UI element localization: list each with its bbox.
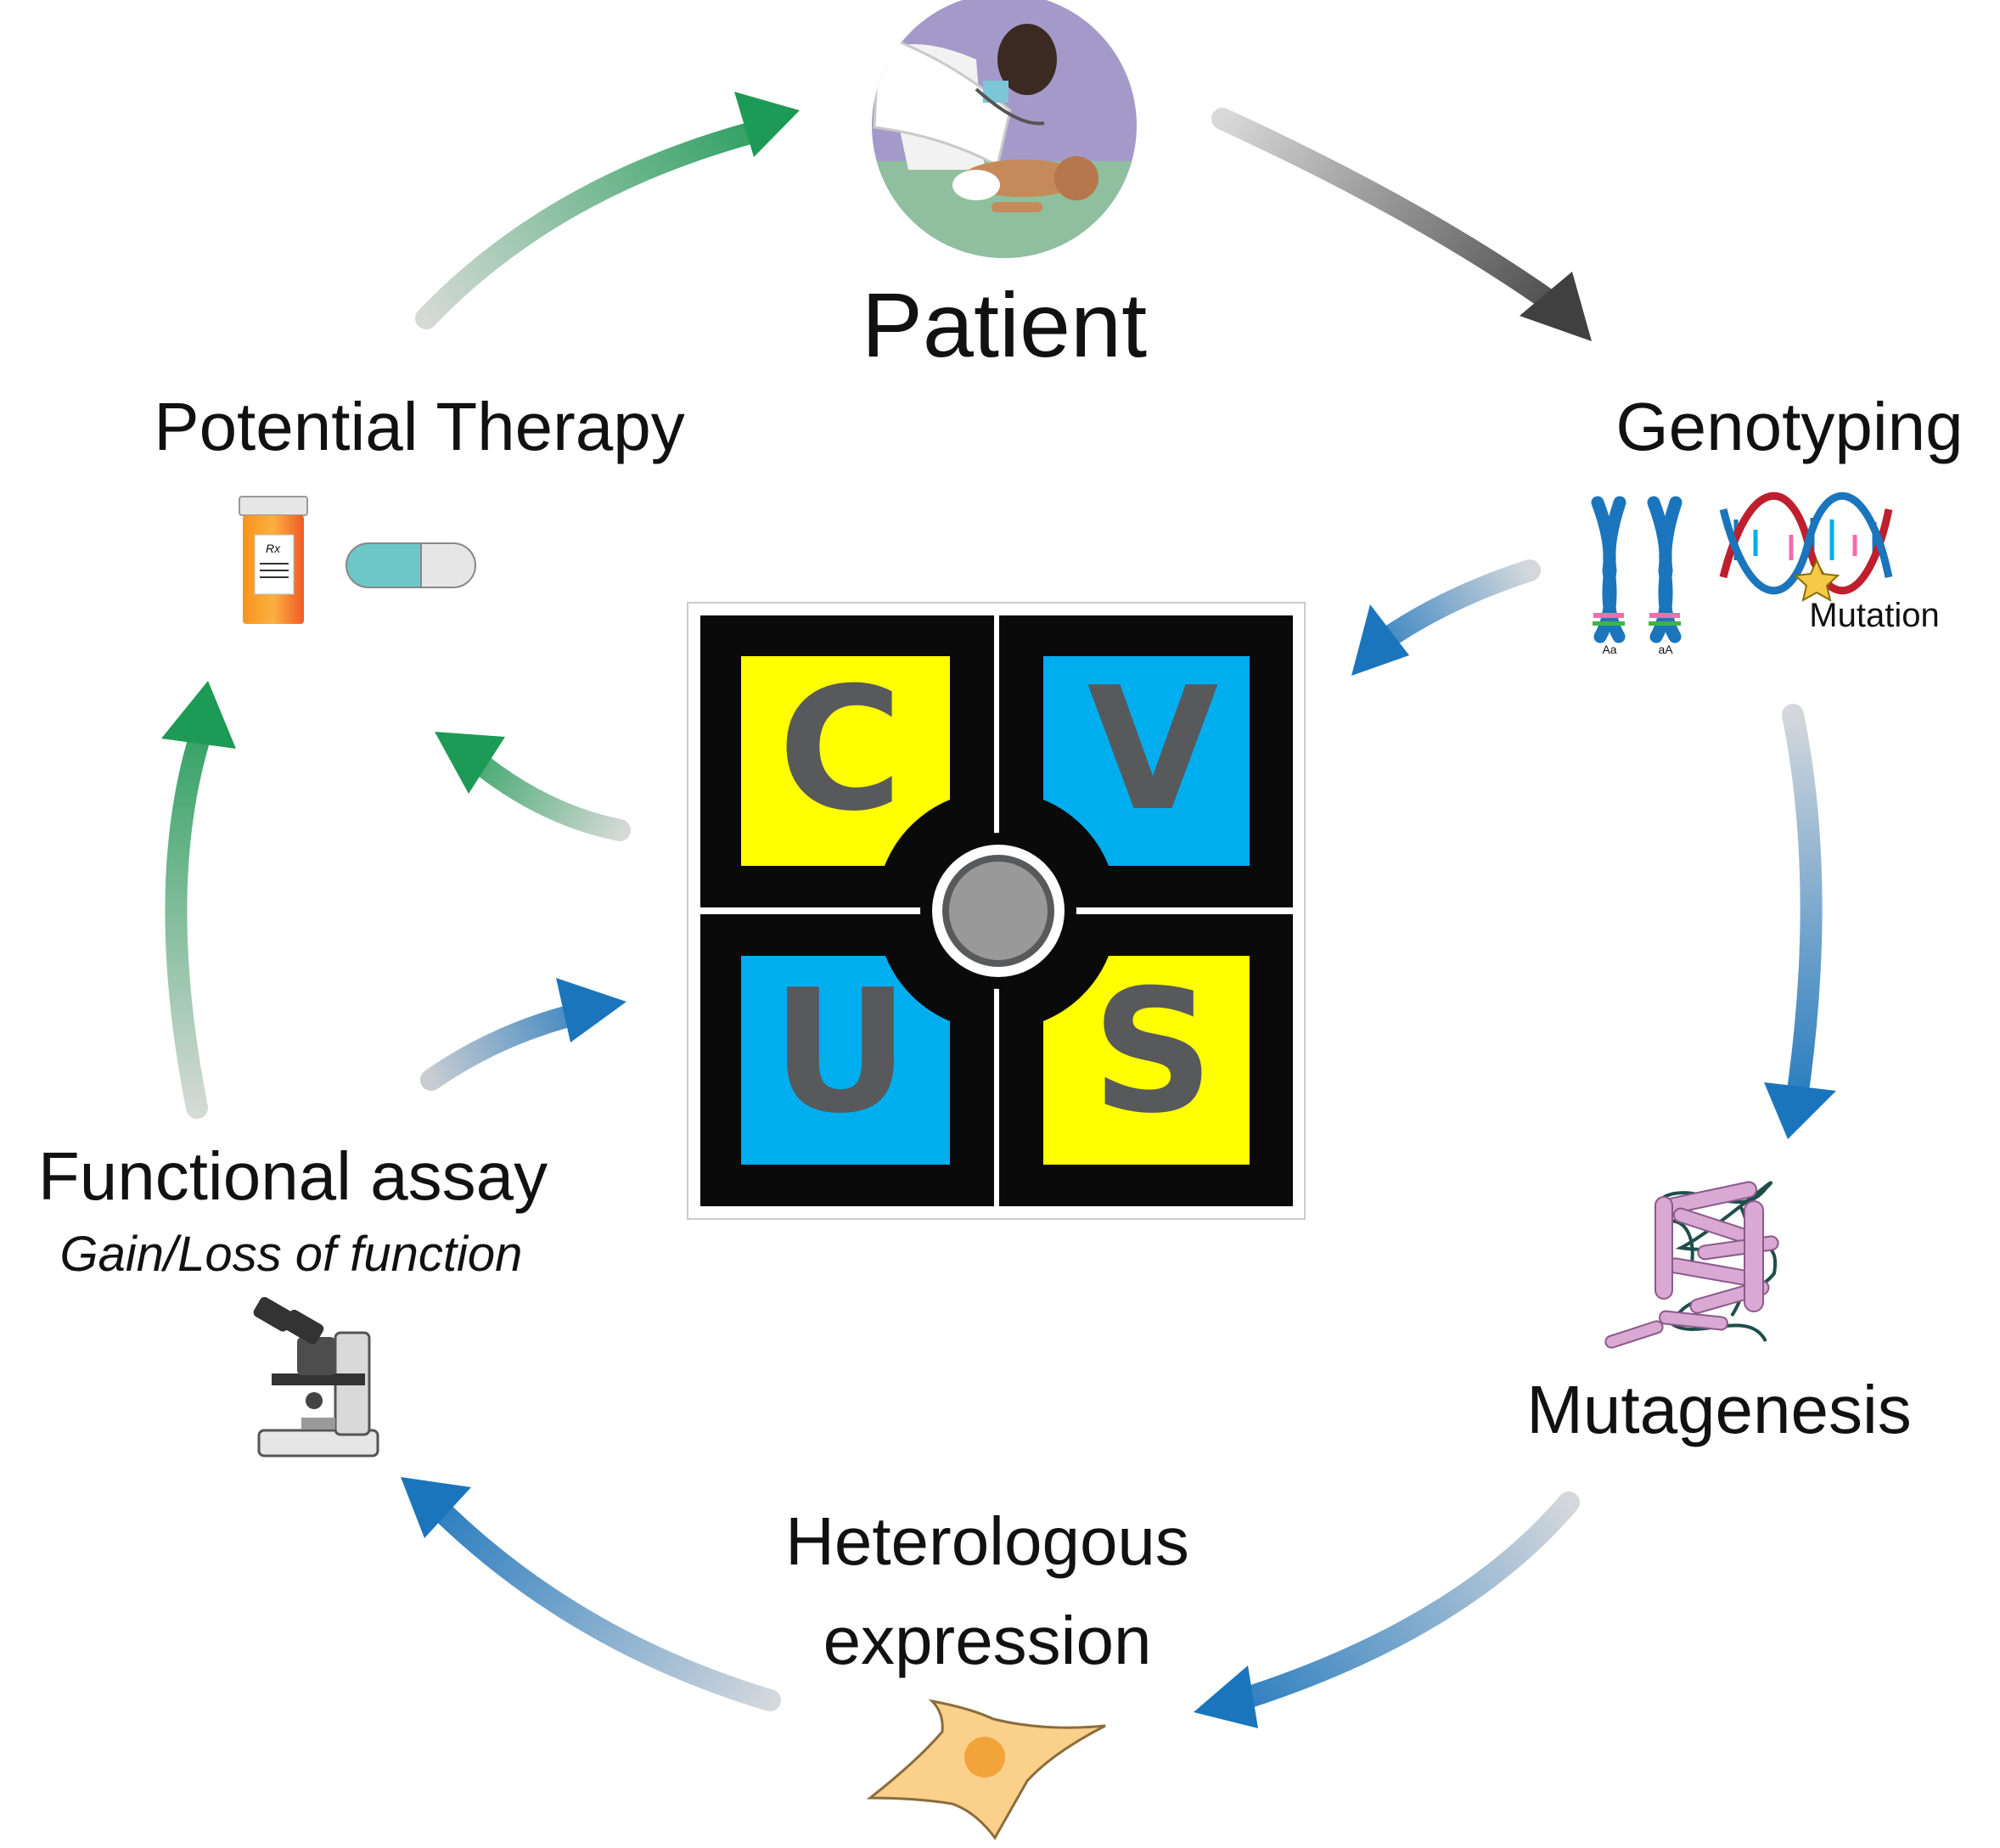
doctor-patient-icon [872,0,1137,258]
heterologous-label-line2: expression [823,1603,1152,1678]
microscope-icon [253,1296,379,1458]
chromosome-icon [1591,496,1683,643]
cell-icon [866,1699,1106,1840]
logo-center-circle [942,855,1054,967]
arrow-genotyping-to-mutagenesis [1764,704,1836,1139]
allele-label-2: aA [1658,643,1673,656]
mutation-label: Mutation [1809,597,1939,634]
logo-letter-u: U [772,953,909,1151]
arrow-genotyping-to-logo [1351,559,1541,676]
genotyping-label: Genotyping [1615,389,1963,464]
arrow-heterologous-to-functional-assay [401,1477,781,1711]
logo-quadrant-s [1043,956,1250,1165]
heterologous-label-line1: Heterologous [785,1503,1189,1579]
rx-label: Rx [266,542,281,555]
arrow-therapy-to-patient [415,92,800,329]
functional-assay-label: Functional assay [38,1138,548,1214]
pill-bottle-icon: Rx [239,496,308,624]
logo-quadrant-c [741,656,950,866]
arrow-functional-assay-to-logo [420,978,626,1091]
cvus-logo: C V U S [687,602,1306,1220]
logo-letter-v: V [1087,651,1219,849]
logo-letter-c: C [778,651,903,849]
dna-helix-icon [1719,491,1893,602]
arrow-mutagenesis-to-heterologous [1194,1491,1580,1728]
arrow-patient-to-genotyping [1211,108,1592,341]
protein-structure-icon [1604,1181,1779,1349]
mutagenesis-label: Mutagenesis [1526,1372,1912,1447]
allele-label-1: Aa [1602,643,1616,656]
logo-letter-s: S [1092,953,1214,1151]
logo-quadrant-v [1043,656,1250,866]
functional-assay-subtitle: Gain/Loss of function [60,1227,523,1282]
logo-quadrant-u [741,956,950,1165]
capsule-icon [346,542,476,588]
patient-label: Patient [862,273,1147,376]
potential-therapy-label: Potential Therapy [154,389,685,464]
arrow-logo-to-therapy [435,732,631,841]
arrow-functional-assay-to-therapy [161,681,236,1119]
